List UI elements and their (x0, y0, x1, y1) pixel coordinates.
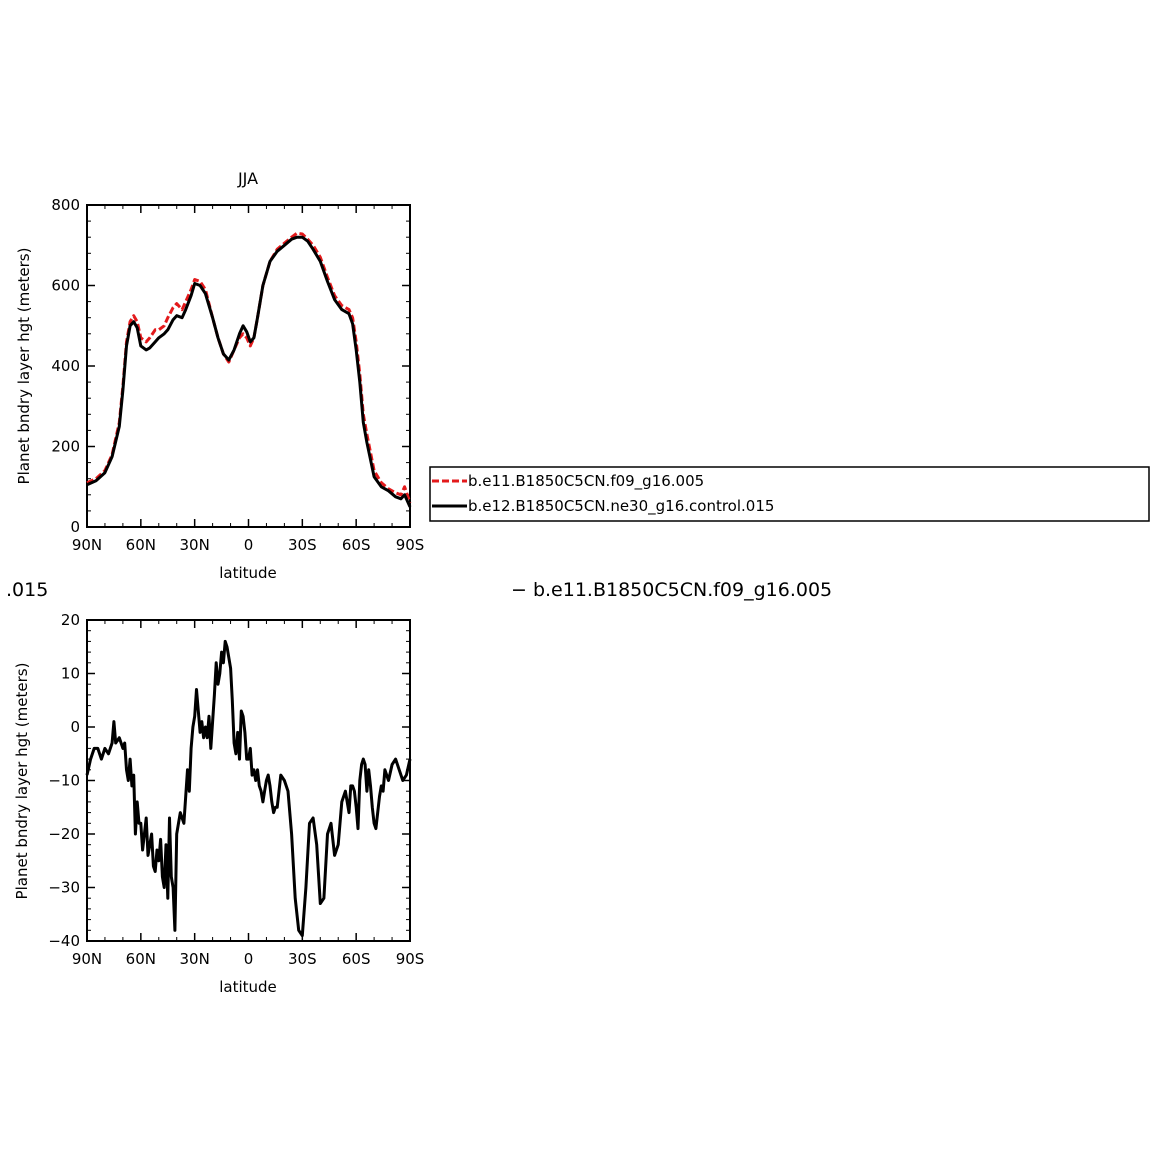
bottom-x-tick-label: 90N (72, 950, 102, 968)
top-x-tick-label: 60N (126, 536, 156, 554)
chart-panel-bottom: latitude Planet bndry layer hgt (meters)… (13, 611, 424, 996)
bottom-x-tick-label: 90S (396, 950, 425, 968)
bottom-x-tick-label: 0 (244, 950, 254, 968)
bottom-x-tick-label: 30S (288, 950, 317, 968)
top-plot-frame (86, 204, 411, 528)
bottom-x-tick-label: 60S (342, 950, 371, 968)
top-y-tick-label: 600 (51, 277, 80, 295)
bottom-y-tick-label: 10 (61, 665, 80, 683)
legend-label-a: b.e11.B1850C5CN.f09_g16.005 (468, 472, 704, 491)
top-series-line-dashed (86, 231, 412, 504)
y-axis-title: Planet bndry layer hgt (meters) (15, 248, 33, 485)
bottom-y-tick-label: −40 (48, 932, 80, 950)
top-x-tick-label: 30S (288, 536, 317, 554)
subtitle-left: .015 (6, 579, 48, 601)
bottom-x-tick-label: 60N (126, 950, 156, 968)
y-axis-title-bottom: Planet bndry layer hgt (meters) (13, 663, 31, 900)
chart-title: JJA (237, 169, 258, 188)
x-axis-title: latitude (219, 564, 277, 582)
bottom-y-tick-label: −20 (48, 825, 80, 843)
top-series-line-solid (86, 235, 412, 508)
top-y-tick-label: 400 (51, 357, 80, 375)
legend-box (429, 466, 1150, 522)
bottom-y-tick-label: −10 (48, 772, 80, 790)
top-x-tick-label: 90N (72, 536, 102, 554)
top-y-tick-label: 200 (51, 438, 80, 456)
bottom-plot-frame (86, 619, 411, 942)
bottom-y-tick-label: −30 (48, 879, 80, 897)
top-x-tick-label: 90S (396, 536, 425, 554)
x-axis-title-bottom: latitude (219, 978, 277, 996)
top-y-tick-label: 0 (70, 518, 80, 536)
legend-label-b: b.e12.B1850C5CN.ne30_g16.control.015 (468, 497, 774, 516)
bottom-series-line-solid (85, 639, 412, 938)
top-y-tick-label: 800 (51, 196, 80, 214)
bottom-y-tick-label: 20 (61, 611, 80, 629)
top-x-tick-label: 60S (342, 536, 371, 554)
bottom-y-tick-label: 0 (70, 718, 80, 736)
subtitle-right: − b.e11.B1850C5CN.f09_g16.005 (511, 579, 832, 601)
top-x-tick-label: 30N (180, 536, 210, 554)
top-x-tick-label: 0 (244, 536, 254, 554)
legend: b.e11.B1850C5CN.f09_g16.005 b.e12.B1850C… (429, 466, 1150, 522)
bottom-x-tick-label: 30N (180, 950, 210, 968)
chart-panel-top: JJA latitude Planet bndry layer hgt (met… (15, 169, 424, 582)
